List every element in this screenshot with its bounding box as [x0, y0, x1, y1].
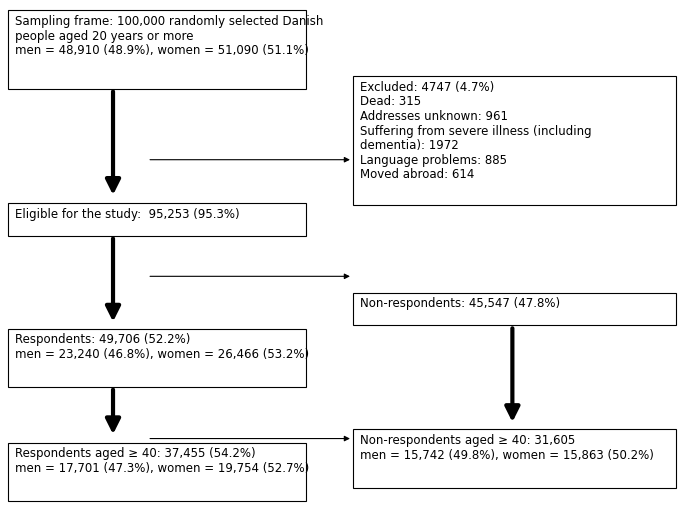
Text: men = 48,910 (48.9%), women = 51,090 (51.1%): men = 48,910 (48.9%), women = 51,090 (51… [15, 44, 309, 57]
Text: men = 23,240 (46.8%), women = 26,466 (53.2%): men = 23,240 (46.8%), women = 26,466 (53… [15, 348, 309, 361]
FancyBboxPatch shape [353, 429, 676, 488]
Text: Respondents: 49,706 (52.2%): Respondents: 49,706 (52.2%) [15, 334, 190, 346]
FancyBboxPatch shape [8, 329, 306, 387]
Text: men = 17,701 (47.3%), women = 19,754 (52.7%): men = 17,701 (47.3%), women = 19,754 (52… [15, 462, 310, 475]
Text: Non-respondents aged ≥ 40: 31,605: Non-respondents aged ≥ 40: 31,605 [360, 434, 575, 447]
FancyBboxPatch shape [8, 10, 306, 89]
FancyBboxPatch shape [353, 76, 676, 205]
Text: Eligible for the study:  95,253 (95.3%): Eligible for the study: 95,253 (95.3%) [15, 208, 240, 221]
FancyBboxPatch shape [8, 203, 306, 236]
Text: Non-respondents: 45,547 (47.8%): Non-respondents: 45,547 (47.8%) [360, 298, 560, 310]
Text: Language problems: 885: Language problems: 885 [360, 154, 507, 167]
FancyBboxPatch shape [8, 443, 306, 501]
Text: Moved abroad: 614: Moved abroad: 614 [360, 168, 474, 182]
Text: Sampling frame: 100,000 randomly selected Danish: Sampling frame: 100,000 randomly selecte… [15, 15, 323, 28]
Text: Excluded: 4747 (4.7%): Excluded: 4747 (4.7%) [360, 81, 494, 94]
Text: Dead: 315: Dead: 315 [360, 95, 421, 108]
FancyBboxPatch shape [353, 293, 676, 325]
Text: Suffering from severe illness (including: Suffering from severe illness (including [360, 125, 591, 137]
Text: men = 15,742 (49.8%), women = 15,863 (50.2%): men = 15,742 (49.8%), women = 15,863 (50… [360, 449, 653, 462]
Text: dementia): 1972: dementia): 1972 [360, 139, 458, 152]
Text: Addresses unknown: 961: Addresses unknown: 961 [360, 110, 508, 123]
Text: Respondents aged ≥ 40: 37,455 (54.2%): Respondents aged ≥ 40: 37,455 (54.2%) [15, 448, 256, 460]
Text: people aged 20 years or more: people aged 20 years or more [15, 29, 194, 43]
